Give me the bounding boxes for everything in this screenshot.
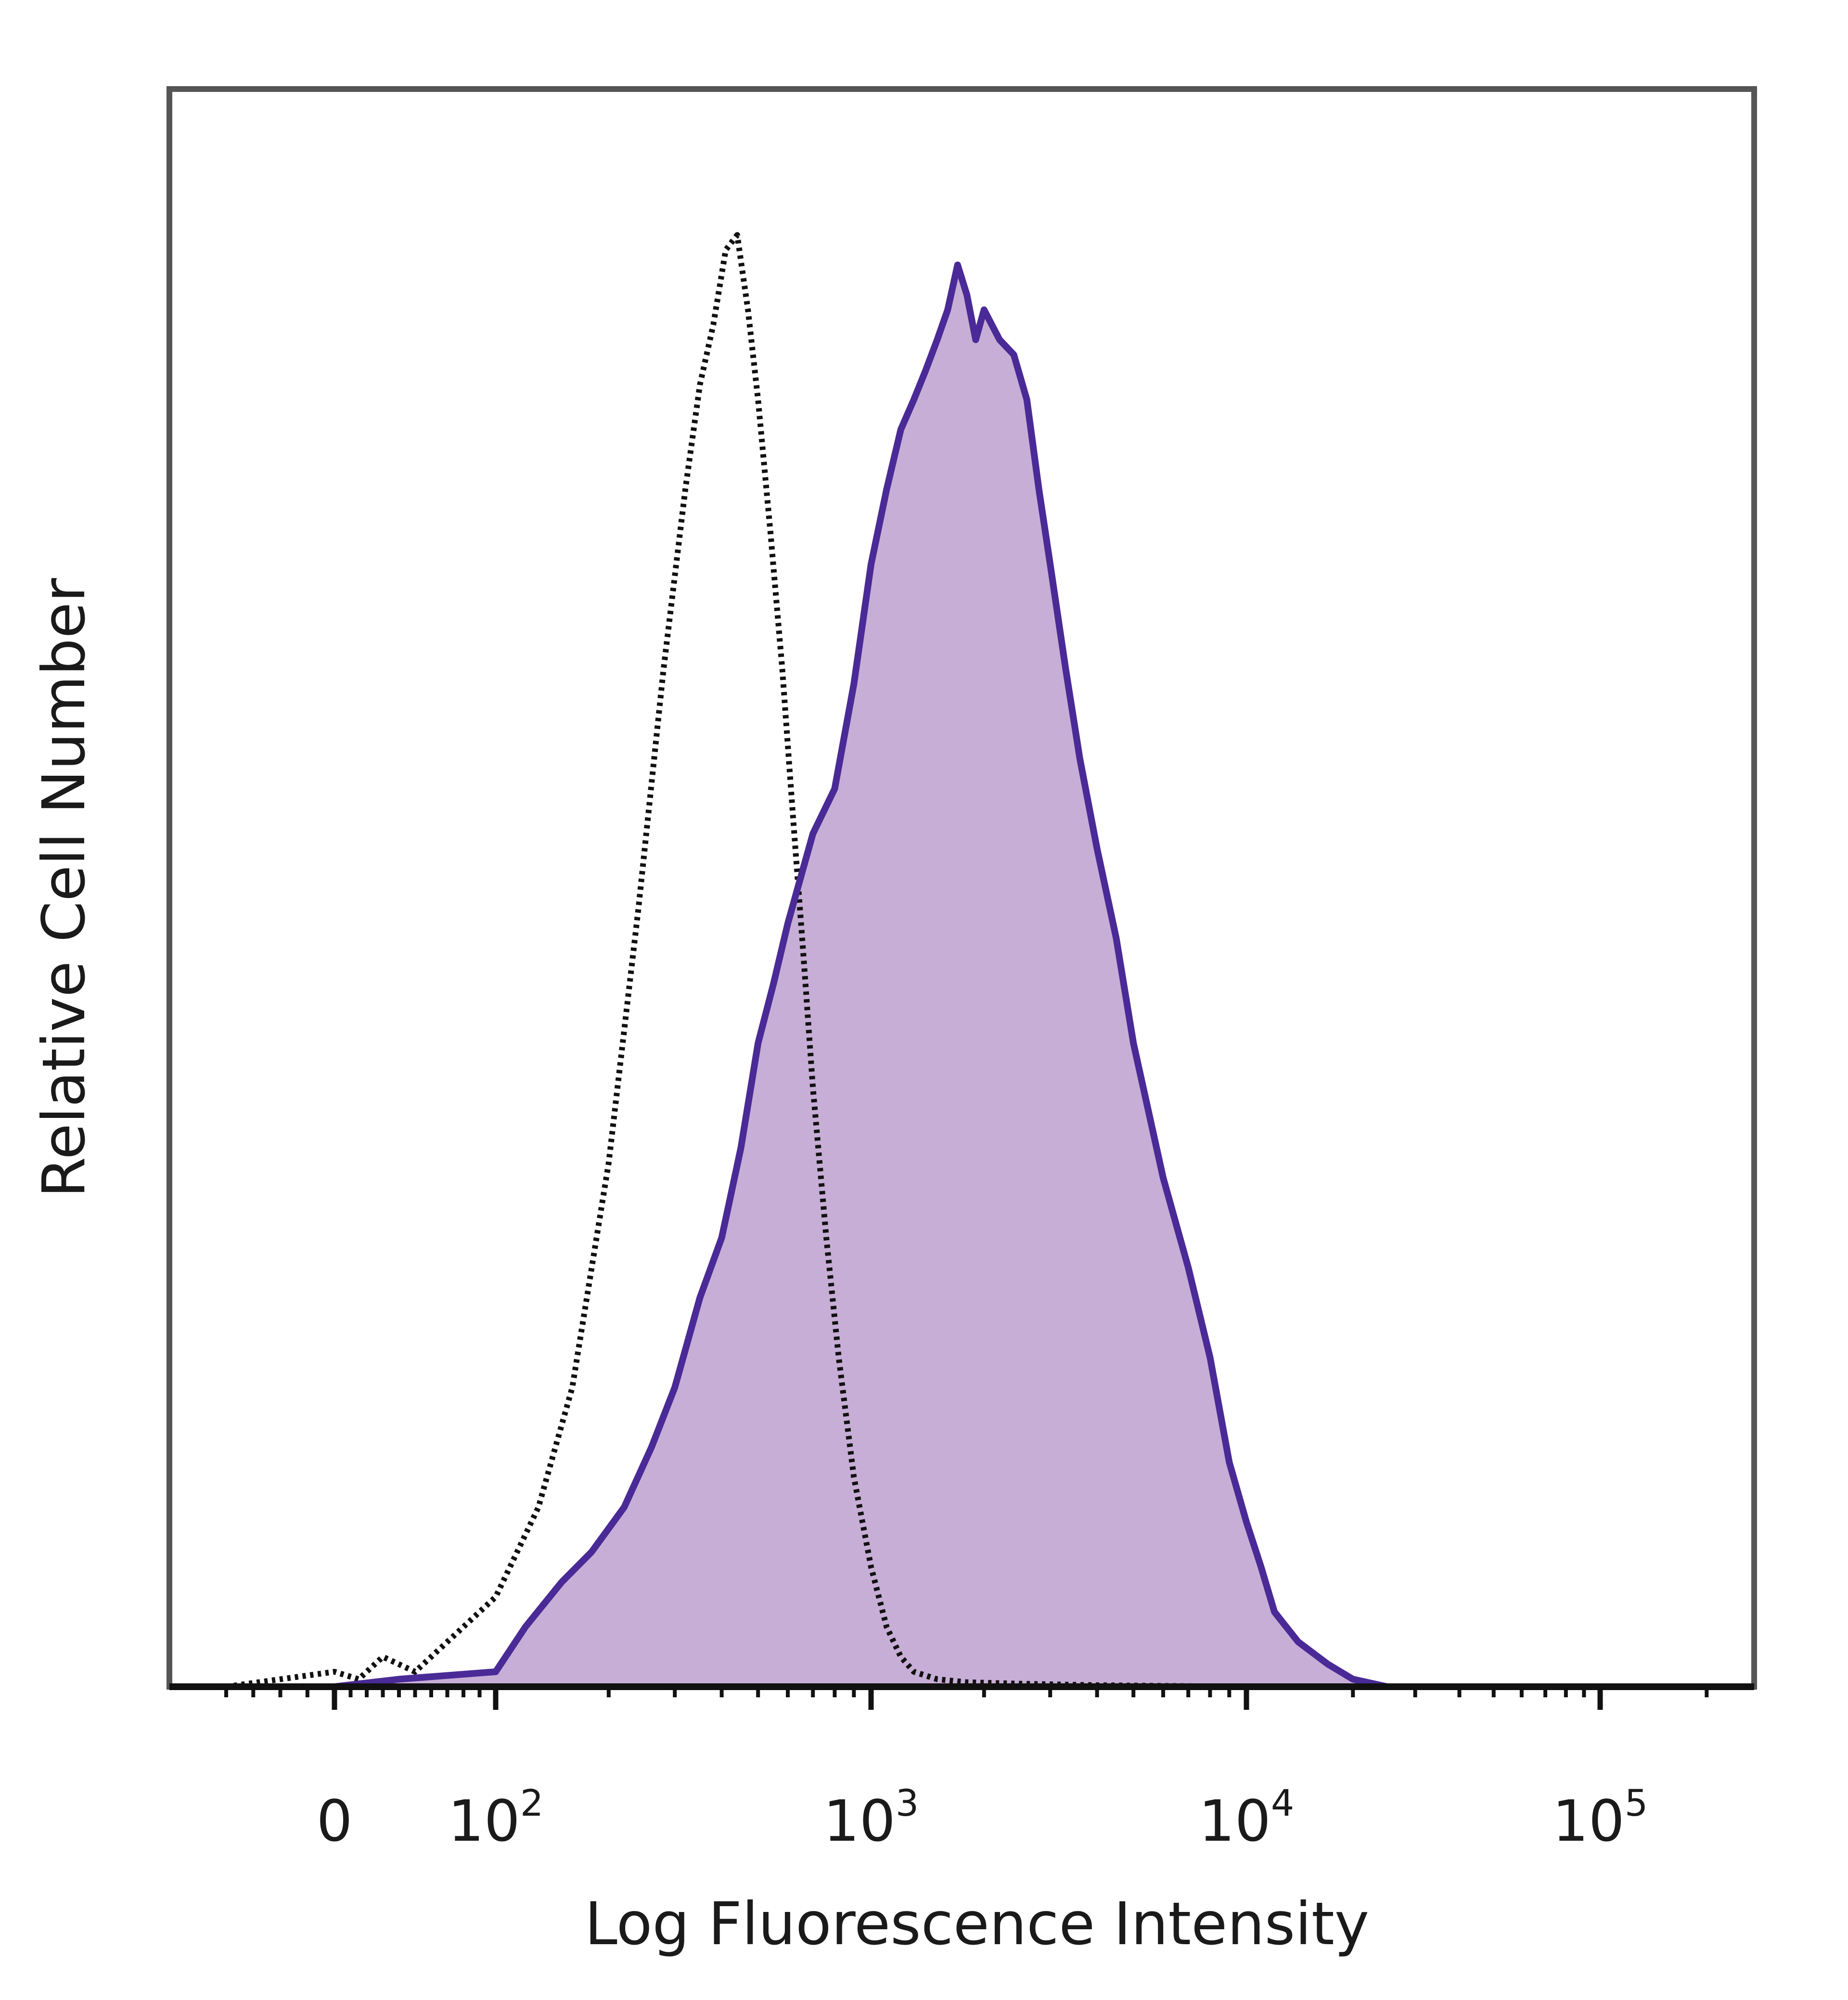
x-tick-label-10-4: 104 bbox=[1199, 1782, 1295, 1854]
plot-area bbox=[167, 86, 1757, 1710]
stained-sample-line bbox=[226, 261, 1707, 1690]
x-tick-label-10-2: 102 bbox=[448, 1782, 544, 1854]
x-tick-labels: 0 102 103 104 105 bbox=[316, 1782, 1648, 1854]
stained-sample-fill bbox=[226, 265, 1707, 1687]
y-axis-title: Relative Cell Number bbox=[30, 577, 98, 1198]
x-tick-label-0: 0 bbox=[316, 1788, 352, 1854]
x-tick-label-10-3: 103 bbox=[823, 1782, 919, 1854]
x-tick-label-10-5: 105 bbox=[1553, 1782, 1648, 1854]
x-axis-title: Log Fluorescence Intensity bbox=[585, 1890, 1369, 1958]
x-axis-ticks bbox=[224, 1687, 1709, 1710]
